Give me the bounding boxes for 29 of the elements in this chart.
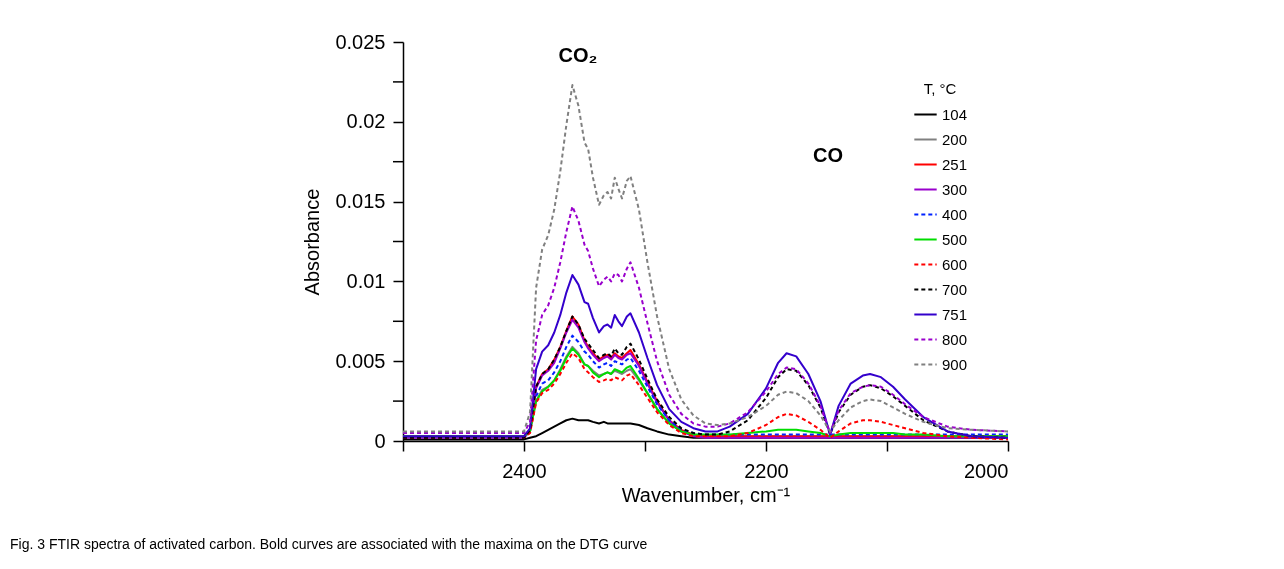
y-tick-label: 0.02 [346,110,386,133]
line-series [403,84,1008,433]
legend-label: 600 [942,255,968,273]
y-tick-label: 0.015 [335,190,386,213]
legend-label: 900 [942,355,968,373]
x-axis-title: Wavenumber, cm⁻¹ [621,483,791,506]
line-series [535,334,1008,436]
legend-label: 104 [942,105,968,123]
x-tick-label: 2200 [744,459,789,482]
y-axis-title: Absorbance [301,188,324,296]
x-tick-label: 2000 [964,459,1009,482]
y-tick-label: 0 [374,429,386,452]
legend-label: 500 [942,230,968,248]
legend-title: T, °C [923,80,957,97]
legend-label: 200 [942,130,968,148]
legend-label: 251 [942,155,968,173]
annotation: CO₂ [558,44,598,66]
legend-label: 300 [942,180,968,198]
y-tick-label: 0.005 [335,349,386,372]
legend-label: 800 [942,330,968,348]
legend-label: 751 [942,305,968,323]
line-series [403,205,1008,435]
legend-label: 700 [942,280,968,298]
legend-label: 400 [942,205,968,223]
x-tick-label: 2400 [502,459,547,482]
y-tick-label: 0.01 [346,269,386,292]
caption: Fig. 3 FTIR spectra of activated carbon. Bold curves are associated with the maxima on the DTG curve [10,536,648,552]
y-tick-label: 0.025 [335,30,386,53]
annotation: CO [813,144,843,166]
